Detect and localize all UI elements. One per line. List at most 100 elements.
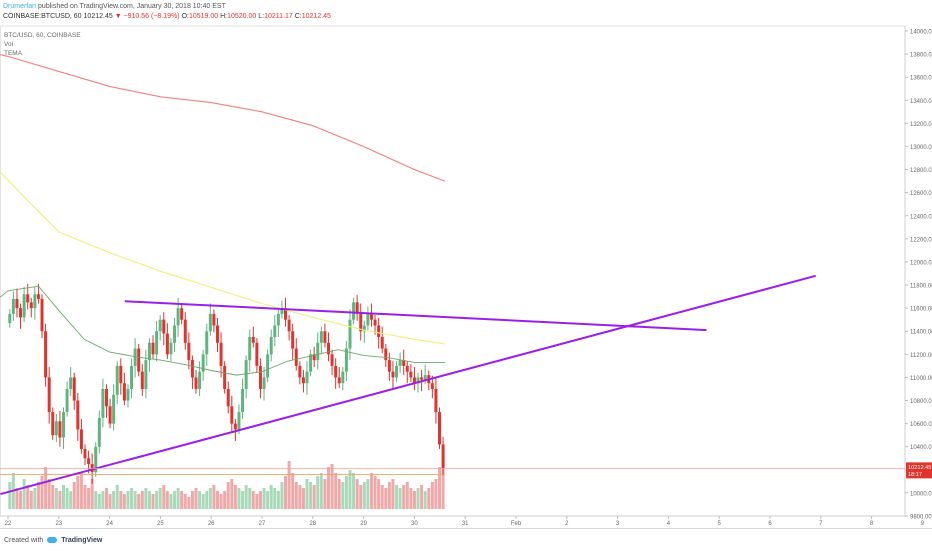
volume-bar: [309, 482, 313, 509]
volume-bar: [190, 491, 194, 509]
candle-body: [244, 360, 248, 389]
volume-bar: [301, 488, 305, 509]
candle-body: [58, 421, 62, 438]
y-tick-label: 13400.00: [910, 99, 932, 105]
y-tick-label: 12200.00: [910, 237, 932, 243]
volume-bar: [97, 494, 101, 509]
candle-body: [183, 319, 187, 343]
volume-bar: [94, 491, 98, 509]
created-with: Created with TradingView: [4, 537, 102, 544]
volume-bar: [369, 473, 373, 509]
price-chart[interactable]: 9800.0010000.0010200.0010400.0010600.001…: [0, 0, 932, 528]
candle-body: [237, 412, 241, 430]
volume-bar: [115, 485, 119, 509]
volume-bar: [201, 494, 205, 509]
y-tick-label: 11600.00: [910, 307, 932, 313]
candle-body: [147, 342, 151, 361]
candle-body: [323, 331, 327, 343]
candle-body: [412, 377, 416, 384]
volume-bar: [355, 479, 359, 509]
candle-body: [44, 331, 48, 378]
y-tick-label: 12400.00: [910, 214, 932, 220]
change-value: ▼ −910.56 (−8.19%): [114, 13, 180, 20]
volume-bar: [26, 485, 30, 509]
y-tick-label: 12800.00: [910, 168, 932, 174]
volume-bar: [83, 485, 87, 509]
volume-bar: [266, 491, 270, 509]
legend-volume[interactable]: Vol: [4, 41, 14, 48]
candle-body: [438, 412, 442, 445]
volume-bar: [51, 485, 55, 509]
candle-body: [284, 308, 288, 320]
candle-body: [133, 348, 137, 366]
volume-bar: [312, 485, 316, 509]
candle-body: [355, 302, 359, 314]
candle-body: [180, 308, 184, 320]
candle-body: [341, 371, 345, 384]
legend-symbol[interactable]: BTC/USD, 60, COINBASE: [4, 32, 81, 39]
volume-bar: [298, 485, 302, 509]
volume-bar: [330, 464, 334, 509]
volume-bar: [326, 467, 330, 509]
candle-body: [11, 298, 15, 314]
volume-bar: [147, 491, 151, 509]
volume-bar: [180, 491, 184, 509]
candle-body: [190, 360, 194, 378]
volume-bar: [348, 470, 352, 509]
volume-bar: [58, 491, 62, 509]
volume-bar: [441, 455, 445, 509]
x-tick-label: 2: [565, 521, 569, 527]
volume-bar: [205, 491, 209, 509]
candle-body: [169, 342, 173, 355]
last-price-value: 10212.45: [83, 13, 113, 20]
candle-body: [108, 406, 112, 424]
candle-body: [294, 348, 298, 366]
candle-body: [387, 360, 391, 372]
candle-body: [416, 377, 420, 384]
volume-bar: [101, 491, 105, 509]
legend-tema[interactable]: TEMA: [4, 50, 23, 57]
candle-body: [312, 354, 316, 361]
x-tick-label: 29: [360, 521, 367, 527]
volume-bar: [359, 485, 363, 509]
volume-bar: [291, 473, 295, 509]
candle-body: [402, 360, 406, 366]
candle-body: [241, 388, 245, 413]
volume-bar: [258, 491, 262, 509]
volume-bar: [36, 482, 40, 509]
x-tick-label: Feb: [511, 521, 522, 527]
volume-bar: [212, 485, 216, 509]
candle-body: [287, 319, 291, 332]
volume-bar: [344, 476, 348, 509]
volume-bar: [183, 494, 187, 509]
volume-bar: [430, 482, 434, 509]
high-value: 10520.00: [227, 13, 257, 20]
candle-body: [319, 331, 323, 343]
volume-bar: [8, 482, 12, 509]
author-link[interactable]: Drumerfan: [3, 3, 37, 10]
candle-body: [251, 337, 255, 343]
candle-body: [130, 365, 134, 389]
candle-body: [22, 294, 26, 318]
candle-body: [155, 331, 159, 355]
candle-body: [140, 371, 144, 389]
volume-bar: [76, 476, 80, 509]
candle-body: [94, 446, 98, 473]
volume-bar: [244, 485, 248, 509]
volume-bar: [47, 479, 51, 509]
plot-frame: [0, 25, 906, 517]
candle-body: [205, 331, 209, 355]
volume-bar: [15, 488, 19, 509]
candle-body: [83, 449, 87, 459]
volume-bar: [352, 473, 356, 509]
tradingview-brand[interactable]: TradingView: [61, 537, 103, 544]
y-tick-label: 11800.00: [910, 284, 932, 290]
volume-bar: [162, 485, 166, 509]
indicator-legend: BTC/USD, 60, COINBASE Vol TEMA: [4, 31, 81, 58]
volume-bar: [438, 467, 442, 509]
candle-body: [441, 444, 445, 469]
candle-body: [348, 319, 352, 349]
candle-body: [409, 371, 413, 378]
candle-body: [352, 302, 356, 320]
trendline-upper-resistance: [124, 300, 707, 332]
